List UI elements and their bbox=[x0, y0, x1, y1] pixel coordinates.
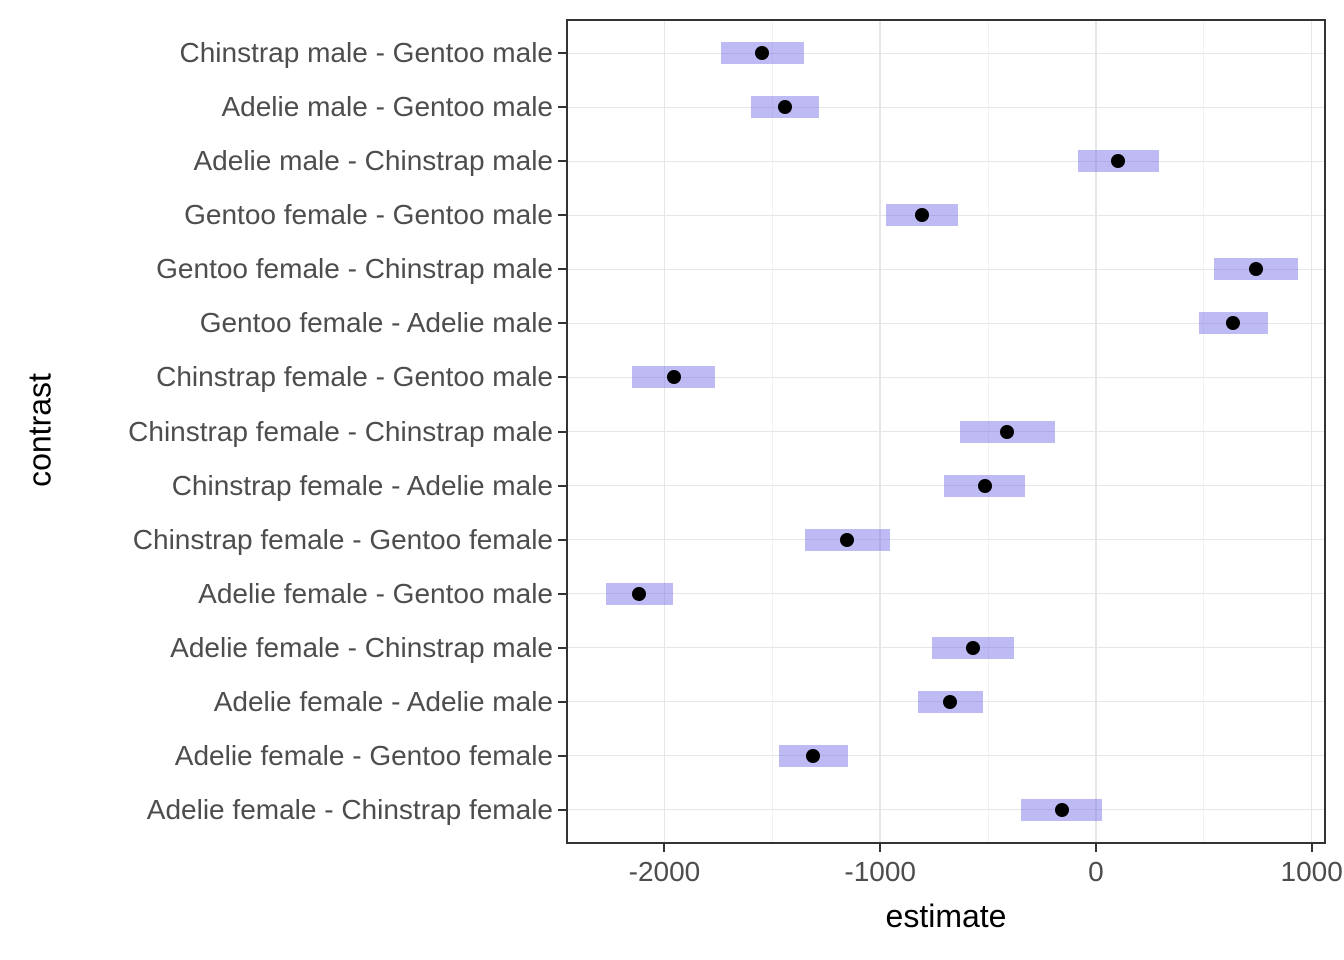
y-axis-tick-label: Gentoo female - Gentoo male bbox=[184, 199, 553, 231]
y-axis-tick-label: Chinstrap female - Gentoo male bbox=[156, 361, 553, 393]
y-axis-tick bbox=[558, 322, 566, 325]
y-axis-tick bbox=[558, 754, 566, 757]
estimate-point bbox=[632, 586, 647, 601]
x-axis-title: estimate bbox=[885, 898, 1007, 934]
estimate-point bbox=[915, 208, 930, 223]
gridline-major-horizontal bbox=[568, 268, 1324, 271]
y-axis-title: contrast bbox=[21, 373, 58, 487]
estimate-point bbox=[1054, 802, 1069, 817]
x-axis-tick bbox=[1310, 844, 1313, 852]
gridline-major-horizontal bbox=[568, 160, 1324, 163]
estimate-point bbox=[755, 46, 770, 61]
y-axis-tick bbox=[558, 52, 566, 55]
y-axis-tick-label: Adelie female - Gentoo male bbox=[198, 577, 553, 609]
gridline-major-horizontal bbox=[568, 322, 1324, 325]
gridline-major-horizontal bbox=[568, 646, 1324, 649]
y-axis-tick bbox=[558, 700, 566, 703]
y-axis-tick bbox=[558, 160, 566, 163]
gridline-major-horizontal bbox=[568, 538, 1324, 541]
gridline-major-horizontal bbox=[568, 214, 1324, 217]
gridline-major-horizontal bbox=[568, 376, 1324, 379]
y-axis-tick-label: Chinstrap female - Adelie male bbox=[171, 469, 553, 501]
estimate-point bbox=[1226, 316, 1241, 331]
gridline-major-horizontal bbox=[568, 754, 1324, 757]
x-axis-tick bbox=[1094, 844, 1097, 852]
x-axis-tick-label: -2000 bbox=[628, 856, 701, 887]
estimate-point bbox=[977, 478, 992, 493]
y-axis-tick-label: Adelie female - Adelie male bbox=[213, 685, 553, 717]
estimate-point bbox=[1000, 424, 1015, 439]
y-axis-tick bbox=[558, 646, 566, 649]
y-axis-tick-label: Adelie female - Gentoo female bbox=[174, 739, 553, 771]
gridline-major-horizontal bbox=[568, 106, 1324, 109]
x-axis-tick-label: 0 bbox=[1088, 856, 1104, 887]
estimate-point bbox=[1248, 262, 1263, 277]
y-axis-tick-label: Chinstrap female - Chinstrap male bbox=[128, 415, 553, 447]
y-axis-tick-label: Adelie female - Chinstrap female bbox=[146, 793, 553, 825]
y-axis-tick-label: Gentoo female - Chinstrap male bbox=[156, 253, 553, 285]
y-axis-tick-label: Adelie male - Gentoo male bbox=[221, 91, 553, 123]
y-axis-tick bbox=[558, 538, 566, 541]
y-axis-tick bbox=[558, 214, 566, 217]
y-axis-tick bbox=[558, 430, 566, 433]
x-axis-tick-label: -1000 bbox=[844, 856, 916, 887]
y-axis-tick bbox=[558, 106, 566, 109]
y-axis-tick-label: Adelie male - Chinstrap male bbox=[193, 145, 554, 177]
estimate-point bbox=[777, 100, 792, 115]
estimate-point bbox=[666, 370, 681, 385]
gridline-major-horizontal bbox=[568, 430, 1324, 433]
y-axis-tick-label: Adelie female - Chinstrap male bbox=[170, 631, 553, 663]
gridline-major-horizontal bbox=[568, 52, 1324, 55]
estimate-point bbox=[1111, 154, 1126, 169]
y-axis-tick-label: Chinstrap male - Gentoo male bbox=[179, 37, 553, 69]
x-axis-tick-label: 1000 bbox=[1280, 856, 1343, 887]
estimate-point bbox=[806, 748, 821, 763]
y-axis-tick bbox=[558, 592, 566, 595]
plot-panel bbox=[566, 19, 1326, 844]
y-axis-tick bbox=[558, 484, 566, 487]
x-axis-tick bbox=[879, 844, 882, 852]
gridline-major-horizontal bbox=[568, 592, 1324, 595]
x-axis-tick bbox=[663, 844, 666, 852]
estimate-point bbox=[840, 532, 855, 547]
estimate-point bbox=[965, 640, 980, 655]
y-axis-tick-label: Gentoo female - Adelie male bbox=[199, 307, 553, 339]
y-axis-tick bbox=[558, 376, 566, 379]
y-axis-tick bbox=[558, 808, 566, 811]
estimate-point bbox=[943, 694, 958, 709]
gridline-major-horizontal bbox=[568, 808, 1324, 811]
y-axis-tick-label: Chinstrap female - Gentoo female bbox=[132, 523, 553, 555]
gridline-major-horizontal bbox=[568, 484, 1324, 487]
y-axis-tick bbox=[558, 268, 566, 271]
